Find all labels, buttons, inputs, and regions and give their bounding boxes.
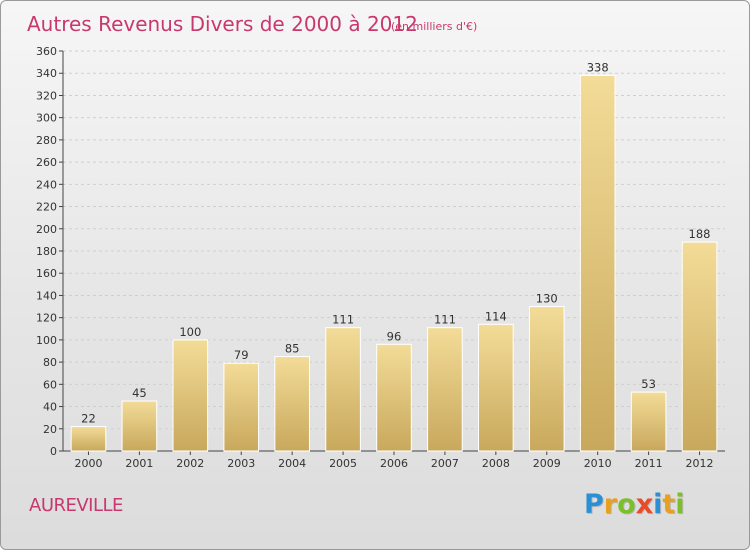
data-label: 85 (285, 342, 300, 356)
logo-letter: x (635, 489, 654, 520)
x-tick-label: 2007 (431, 457, 459, 470)
bar (70, 426, 107, 452)
bar (478, 323, 514, 452)
y-tick-label: 120 (36, 312, 57, 325)
bar (325, 327, 361, 452)
label-layer: 22 45 100 79 85 111 96 111 114 130 338 53 188 (81, 60, 710, 425)
x-tick-label: 2001 (125, 457, 153, 470)
city-name: AUREVILLE (29, 495, 123, 516)
y-tick-label: 220 (36, 201, 57, 214)
x-tick-label: 2006 (380, 457, 408, 470)
bar (528, 306, 565, 452)
bar (427, 327, 463, 452)
y-tick-label: 60 (43, 378, 57, 391)
x-tick-label: 2009 (533, 457, 561, 470)
logo-letter: t (662, 489, 676, 520)
y-tick-label: 0 (50, 445, 57, 458)
data-label: 338 (587, 60, 609, 74)
y-tick-label: 300 (36, 112, 57, 125)
data-label: 53 (641, 377, 656, 391)
bar-layer (70, 74, 718, 452)
data-label: 79 (234, 348, 249, 362)
data-label: 100 (179, 325, 201, 339)
bar (376, 343, 412, 452)
logo-letter: P (584, 489, 604, 520)
y-tick-label: 80 (43, 356, 57, 369)
data-label: 188 (689, 227, 711, 241)
axis-layer: 0 20 40 60 80 100 120 140 160 180 200 220 240 260 280 3… (36, 45, 725, 470)
y-tick-label: 340 (36, 67, 57, 80)
data-label: 96 (387, 329, 402, 343)
x-tick-label: 2004 (278, 457, 306, 470)
logo-letter: i (653, 489, 663, 520)
y-tick-label: 140 (36, 289, 57, 302)
y-tick-label: 180 (36, 245, 57, 258)
x-tick-label: 2003 (227, 457, 255, 470)
x-tick-label: 2012 (686, 457, 714, 470)
data-label: 111 (332, 313, 354, 327)
data-label: 130 (536, 292, 558, 306)
data-label: 114 (485, 309, 507, 323)
y-tick-label: 280 (36, 134, 57, 147)
data-label: 111 (434, 313, 456, 327)
bar (681, 241, 718, 452)
data-label: 45 (132, 386, 147, 400)
bar (121, 400, 158, 452)
y-tick-label: 20 (43, 423, 57, 436)
x-tick-label: 2000 (74, 457, 102, 470)
y-tick-label: 320 (36, 89, 57, 102)
y-tick-label: 200 (36, 223, 57, 236)
x-tick-label: 2011 (635, 457, 663, 470)
y-tick-label: 40 (43, 401, 57, 414)
logo-letter: r (603, 489, 618, 520)
x-tick-label: 2008 (482, 457, 510, 470)
x-tick-label: 2005 (329, 457, 357, 470)
bar (172, 339, 209, 452)
bar (223, 362, 260, 452)
chart-title: Autres Revenus Divers de 2000 à 2012 (27, 12, 418, 36)
x-tick-label: 2010 (584, 457, 612, 470)
chart-subtitle: (en milliers d'€) (391, 20, 477, 33)
data-label: 22 (81, 412, 96, 426)
bar (579, 74, 616, 452)
logo-letter: o (617, 489, 636, 520)
bar (630, 391, 667, 452)
y-tick-label: 160 (36, 267, 57, 280)
x-tick-label: 2002 (176, 457, 204, 470)
y-tick-label: 240 (36, 178, 57, 191)
proxiti-logo[interactable]: Proxiti (584, 489, 685, 520)
y-tick-label: 360 (36, 45, 57, 58)
y-tick-label: 260 (36, 156, 57, 169)
bar (274, 356, 310, 452)
logo-letter: i (675, 489, 685, 520)
y-tick-label: 100 (36, 334, 57, 347)
